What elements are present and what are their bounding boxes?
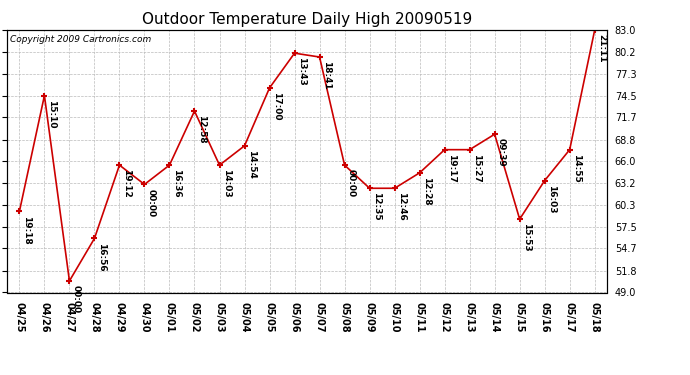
Text: 00:00: 00:00 xyxy=(147,189,156,217)
Text: 15:27: 15:27 xyxy=(472,154,481,183)
Text: 14:03: 14:03 xyxy=(222,169,231,198)
Text: 12:35: 12:35 xyxy=(372,192,381,221)
Title: Outdoor Temperature Daily High 20090519: Outdoor Temperature Daily High 20090519 xyxy=(142,12,472,27)
Text: 19:18: 19:18 xyxy=(22,216,31,244)
Text: 12:58: 12:58 xyxy=(197,115,206,144)
Text: 15:53: 15:53 xyxy=(522,224,531,252)
Text: 17:00: 17:00 xyxy=(272,92,281,121)
Text: 19:12: 19:12 xyxy=(122,169,131,198)
Text: 21:11: 21:11 xyxy=(597,34,606,63)
Text: 18:41: 18:41 xyxy=(322,61,331,90)
Text: 12:46: 12:46 xyxy=(397,192,406,221)
Text: 00:00: 00:00 xyxy=(347,169,356,197)
Text: 19:17: 19:17 xyxy=(447,154,456,183)
Text: Copyright 2009 Cartronics.com: Copyright 2009 Cartronics.com xyxy=(10,35,151,44)
Text: 15:10: 15:10 xyxy=(47,100,56,128)
Text: 16:36: 16:36 xyxy=(172,169,181,198)
Text: 12:28: 12:28 xyxy=(422,177,431,206)
Text: 14:55: 14:55 xyxy=(572,154,581,183)
Text: 14:54: 14:54 xyxy=(247,150,256,179)
Text: 09:39: 09:39 xyxy=(497,138,506,167)
Text: 00:00: 00:00 xyxy=(72,285,81,313)
Text: 16:03: 16:03 xyxy=(547,185,556,213)
Text: 16:56: 16:56 xyxy=(97,243,106,271)
Text: 13:43: 13:43 xyxy=(297,57,306,86)
